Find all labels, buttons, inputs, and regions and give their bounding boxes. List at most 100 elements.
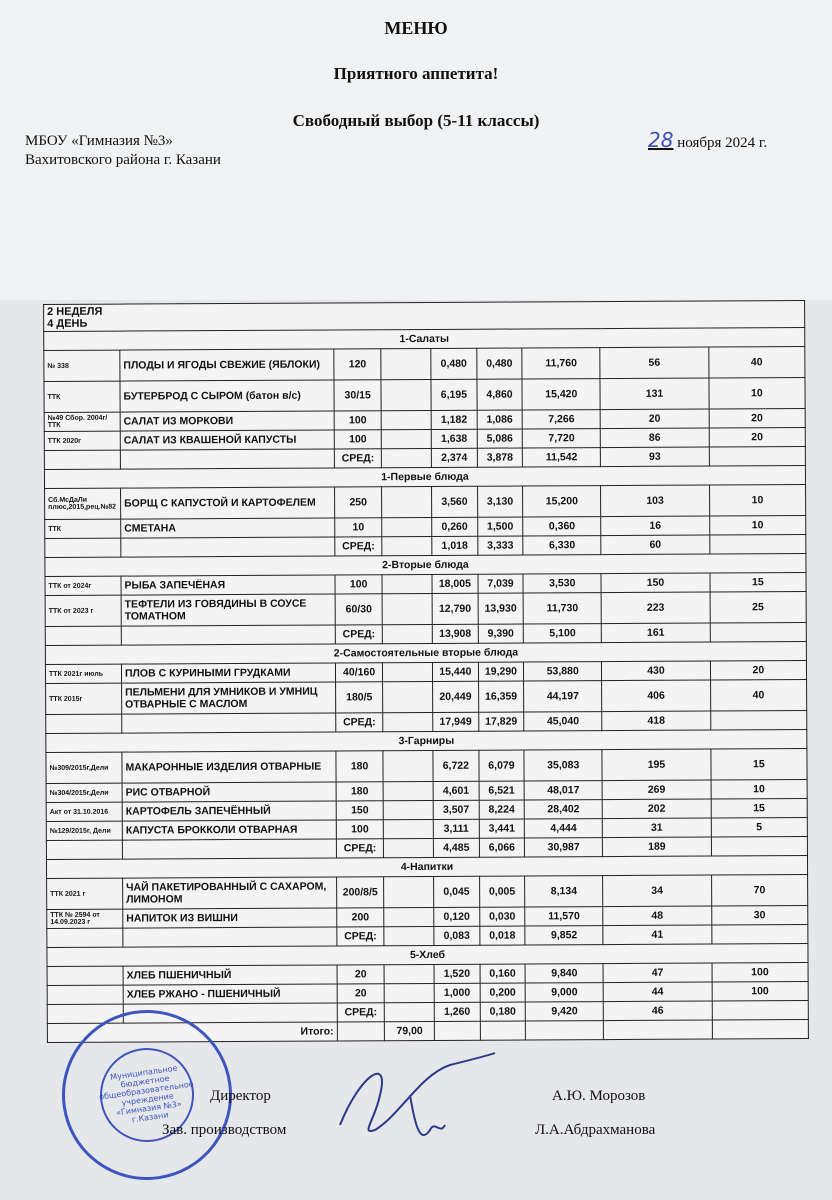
cell-b: 3,507: [433, 800, 479, 820]
cell-code: ТТК № 2594 от 14.09.2023 г: [46, 909, 123, 929]
cell-f: 1,086: [476, 409, 523, 430]
cell-weight: СРЕД:: [335, 624, 383, 644]
cell-v: 10: [709, 515, 806, 536]
cell-c: 9,000: [525, 982, 604, 1002]
cell-k: 202: [602, 799, 711, 819]
cell-c: 11,730: [523, 592, 602, 624]
cell-price: [383, 781, 434, 801]
cell-name: БУТЕРБРОД С СЫРОМ (батон в/с): [119, 379, 334, 413]
week-day-cell: 2 НЕДЕЛЯ 4 ДЕНЬ: [43, 300, 805, 332]
cell-name: ХЛЕБ ПШЕНИЧНЫЙ: [123, 964, 337, 986]
dish-row: ТТК от 2023 г ТЕФТЕЛИ ИЗ ГОВЯДИНЫ В СОУСЕ…: [45, 591, 807, 627]
cell-name: РИС ОТВАРНОЙ: [122, 781, 336, 803]
cell-code: №129/2015г, Дели: [46, 821, 123, 841]
cell-f: 4,860: [476, 378, 523, 411]
cell-f: 17,829: [478, 711, 525, 732]
cell-f: 8,224: [478, 799, 525, 820]
cell-price: [384, 1002, 435, 1022]
cell-f: 0,200: [479, 982, 526, 1003]
cell-b: 0,083: [433, 926, 480, 946]
cell-weight: 60/30: [334, 593, 383, 625]
cell-weight: 20: [336, 964, 385, 984]
cell-b: 17,949: [432, 712, 479, 732]
document-date: 28 ноября 2024 г.: [648, 128, 767, 152]
cell-c: 15,200: [522, 485, 601, 517]
cell-v: 100: [711, 981, 809, 1002]
cell-weight: 100: [336, 819, 384, 839]
cell-k: 46: [603, 1001, 713, 1021]
cell-weight: СРЕД:: [336, 926, 385, 946]
dish-row: ТТК 2015г ПЕЛЬМЕНИ ДЛЯ УМНИКОВ И УМНИЦ ОТ…: [45, 679, 807, 715]
cell-f: 6,079: [478, 749, 525, 782]
cell-v: [711, 1000, 809, 1021]
cell-code: Акт от 31.10.2016: [46, 802, 123, 822]
cell-code: №304/2015г,Дели: [46, 783, 123, 803]
cell-f: 3,878: [476, 447, 523, 468]
cell-name: [122, 838, 337, 860]
cell-c: 15,420: [522, 378, 601, 410]
cell-k: 48: [602, 906, 712, 926]
cell-c: 9,840: [525, 963, 604, 983]
cell-code: [46, 928, 123, 948]
cell-weight: 250: [334, 486, 383, 518]
cell-v: 30: [711, 905, 808, 926]
cell-code: ТТК 2021г июль: [45, 664, 122, 684]
cell-name: САЛАТ ИЗ КВАШЕНОЙ КАПУСТЫ: [120, 429, 335, 451]
cell-f: 16,359: [478, 680, 524, 713]
cell-price: [383, 712, 433, 732]
cell-code: №309/2015г,Дели: [45, 752, 123, 784]
cell-code: ТТК 2015г: [45, 683, 122, 715]
cell-v: 20: [710, 660, 807, 681]
cell-weight: 30/15: [333, 379, 382, 411]
cell-price: [381, 429, 432, 449]
cell-code: Сб.МсДаЛи плюс,2015,рец.№82: [44, 488, 121, 520]
cell-b: 1,520: [434, 964, 480, 984]
dish-row: №309/2015г,Дели МАКАРОННЫЕ ИЗДЕЛИЯ ОТВАРН…: [45, 748, 808, 784]
cell-price: [384, 983, 435, 1003]
cell-name: ПЕЛЬМЕНИ ДЛЯ УМНИКОВ И УМНИЦ ОТВАРНЫЕ С …: [121, 681, 336, 715]
cell-c: 11,570: [524, 906, 604, 926]
choice-caption: Свободный выбор (5-11 классы): [292, 111, 540, 130]
cell-code: ТТК от 2024г: [44, 576, 122, 596]
cell-k: 269: [602, 780, 711, 800]
cell-weight: СРЕД:: [334, 448, 382, 468]
cell-name: БОРЩ С КАПУСТОЙ И КАРТОФЕЛЕМ: [120, 486, 335, 520]
cell-v: 15: [709, 572, 807, 593]
cell-weight: 180: [335, 750, 384, 782]
cell-name: [121, 712, 336, 734]
cell-code: ТТК: [44, 519, 121, 539]
cell-name: ПЛОДЫ И ЯГОДЫ СВЕЖИЕ (ЯБЛОКИ): [119, 348, 334, 382]
cell-c: 45,040: [523, 711, 603, 731]
cell-f: 0,005: [479, 875, 525, 908]
cell-name: [122, 926, 337, 948]
date-month-year: ноября 2024 г.: [677, 135, 768, 151]
dish-row: Сб.МсДаЛи плюс,2015,рец.№82 БОРЩ С КАПУСТ…: [44, 484, 806, 520]
cell-name: [121, 624, 336, 646]
cell-price: [383, 819, 434, 839]
cell-v: 100: [711, 962, 809, 983]
cell-b: 18,005: [432, 574, 478, 594]
cell-c: 28,402: [524, 799, 603, 819]
cell-price: [381, 448, 432, 468]
cell-b: 15,440: [432, 662, 479, 682]
cell-f: 1,500: [477, 516, 524, 537]
cell-b: 6,195: [431, 379, 477, 411]
cell-name: САЛАТ ИЗ МОРКОВИ: [120, 410, 335, 432]
cell-b: 3,560: [431, 486, 478, 518]
cell-f: 9,390: [477, 623, 524, 644]
cell-weight: 200: [336, 907, 385, 927]
director-name: А.Ю. Морозов: [552, 1088, 646, 1104]
cell-c: 8,134: [524, 875, 603, 907]
cell-name: СМЕТАНА: [120, 517, 335, 539]
cell-weight: 20: [336, 983, 385, 1003]
cell-c: 9,420: [525, 1001, 604, 1021]
cell-weight: СРЕД:: [336, 838, 384, 858]
menu-table: 2 НЕДЕЛЯ 4 ДЕНЬ 1-Салаты № 338 ПЛОДЫ И ЯГО…: [43, 300, 809, 1043]
cell-c: 11,542: [522, 447, 601, 467]
cell-v: 40: [708, 346, 805, 379]
cell-v: 25: [709, 591, 807, 624]
cell-k: 20: [600, 409, 709, 429]
cell-k: 430: [601, 661, 711, 681]
cell-name: НАПИТОК ИЗ ВИШНИ: [122, 907, 337, 929]
cell-b: 13,908: [432, 624, 478, 644]
